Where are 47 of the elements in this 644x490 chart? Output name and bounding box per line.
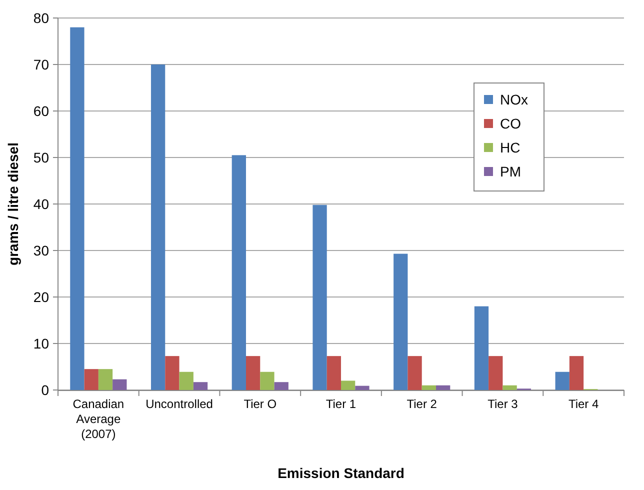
bar (165, 356, 180, 390)
bar (98, 369, 113, 390)
bar (84, 369, 98, 390)
x-axis-title: Emission Standard (278, 465, 404, 481)
bar (436, 385, 450, 390)
bar (408, 356, 422, 390)
bar (260, 372, 274, 390)
bar (326, 356, 341, 390)
legend-label: CO (500, 115, 522, 132)
y-tick-label: 0 (41, 382, 50, 398)
y-tick-label: 80 (33, 10, 50, 26)
bar (341, 380, 356, 390)
bar (246, 356, 260, 390)
x-tick-label: Canadian Average (2007) (72, 397, 124, 441)
bar (312, 204, 327, 390)
x-tick-label: Uncontrolled (146, 397, 213, 411)
bar (112, 379, 127, 390)
bar (394, 254, 408, 390)
x-tick-label: Tier 2 (406, 397, 438, 411)
bar (274, 382, 288, 390)
bar (232, 155, 246, 390)
bar (179, 372, 194, 390)
x-tick-label: Tier 1 (326, 397, 356, 411)
y-tick-label: 30 (33, 242, 50, 258)
x-tick-label: Tier 4 (568, 397, 600, 411)
bar (488, 356, 503, 390)
y-tick-label: 50 (33, 149, 50, 166)
bar (150, 64, 166, 390)
y-axis-title: grams / litre diesel (5, 142, 21, 266)
legend-label: PM (500, 163, 521, 180)
y-tick-label: 10 (33, 335, 50, 352)
bar (355, 386, 370, 390)
y-tick-label: 20 (33, 288, 50, 305)
bar (502, 385, 517, 390)
bar (474, 306, 489, 390)
legend-label: HC (500, 139, 520, 156)
x-tick-label: Tier 3 (488, 397, 518, 411)
bar (569, 356, 584, 390)
legend-label: NOx (500, 91, 528, 108)
x-tick-label: Tier O (244, 397, 277, 411)
bar (193, 382, 208, 390)
bar (422, 385, 436, 390)
y-tick-label: 40 (33, 196, 50, 212)
y-tick-label: 60 (33, 102, 50, 119)
y-tick-label: 70 (33, 56, 50, 72)
bar (555, 372, 570, 390)
bar (70, 27, 84, 390)
